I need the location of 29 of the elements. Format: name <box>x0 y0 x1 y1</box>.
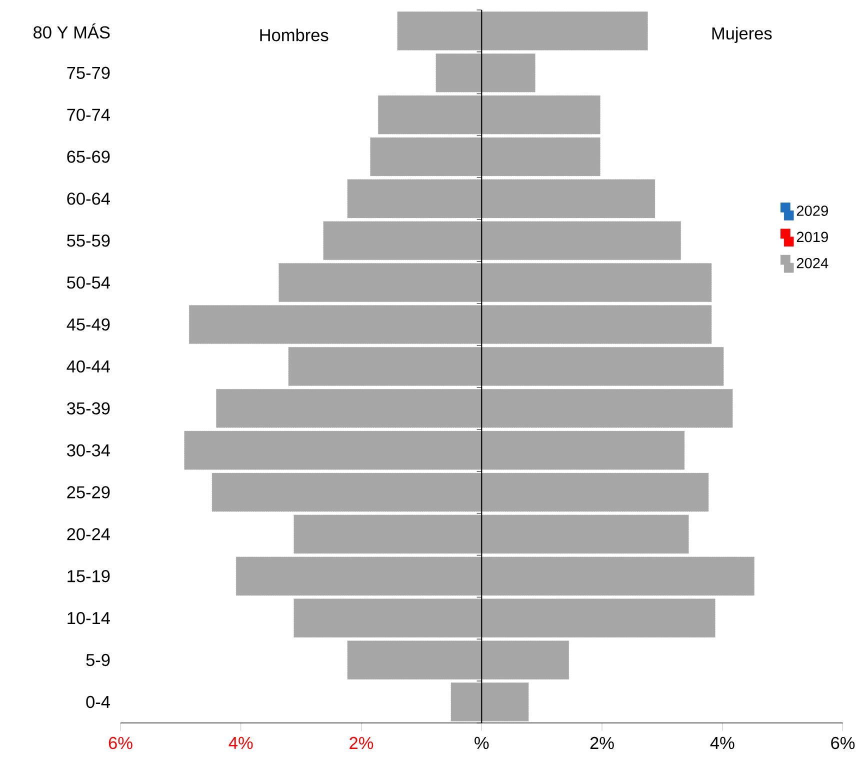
x-tick-label: 2% <box>590 737 614 750</box>
y-tick-label: 40-44 <box>66 360 110 373</box>
y-tick-label: 0-4 <box>86 696 110 708</box>
x-tick-label: 6% <box>108 737 132 750</box>
y-tick-label: 65-69 <box>67 150 110 163</box>
x-tick-label: % <box>474 737 489 750</box>
y-tick-label: 70-74 <box>67 108 110 122</box>
y-tick-label: 15-19 <box>68 570 110 582</box>
legend-label: 2019 <box>796 232 828 242</box>
y-tick-label: 50-54 <box>67 276 110 289</box>
annotation: Mujeres <box>712 26 772 44</box>
y-tick-label: 30-34 <box>67 444 110 457</box>
y-tick-label: 80 Y MÁS <box>34 23 110 39</box>
y-tick-label: 60-64 <box>67 192 110 205</box>
x-tick-label: 4% <box>710 737 734 750</box>
y-tick-label: 5-9 <box>86 654 110 666</box>
legend-label: 2029 <box>796 206 828 216</box>
legend-label: 2024 <box>796 258 828 268</box>
y-tick-label: 20-24 <box>67 528 110 540</box>
y-tick-label: 25-29 <box>67 486 110 498</box>
x-tick-label: 2% <box>350 737 374 750</box>
y-tick-label: 10-14 <box>68 612 110 624</box>
y-tick-label: 75-79 <box>67 66 110 80</box>
y-tick-label: 55-59 <box>67 234 110 247</box>
x-tick-label: 4% <box>228 737 253 750</box>
annotation: Hombres <box>260 28 328 42</box>
x-tick-label: 6% <box>831 737 855 750</box>
y-tick-label: 45-49 <box>66 318 110 331</box>
y-tick-label: 35-39 <box>67 402 110 415</box>
